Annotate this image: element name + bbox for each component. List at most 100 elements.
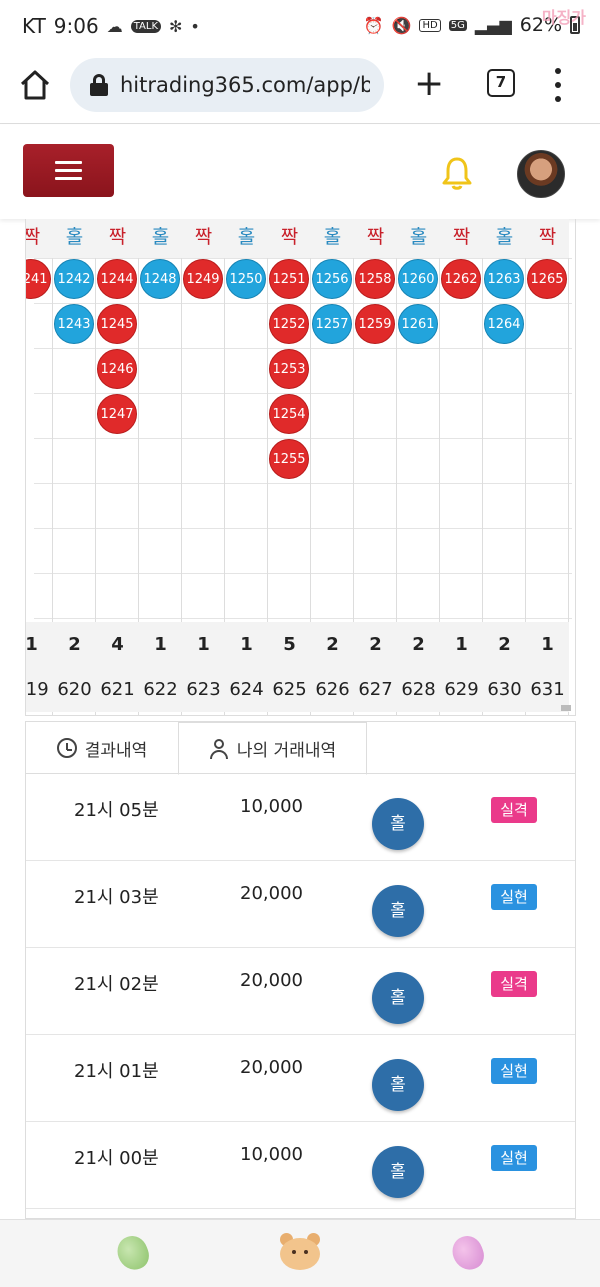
round-number: 621 — [96, 667, 139, 712]
grid-line — [34, 573, 572, 574]
tab-my-trades[interactable]: 나의 거래내역 — [178, 722, 367, 775]
trade-pick-badge: 홀 — [372, 1059, 424, 1111]
board-grid: 짝12411619홀124212432620짝12441245124612474… — [26, 219, 572, 715]
new-tab-button[interactable]: + — [414, 63, 445, 104]
result-ball: 1256 — [312, 259, 352, 299]
board-column: 짝 1251 1252 1253 1254 1255 5 625 — [268, 219, 311, 715]
mute-icon: 🔇 — [391, 15, 412, 35]
trade-amount: 20,000 — [240, 883, 303, 904]
trade-time: 21시 03분 — [74, 887, 159, 908]
round-number: 630 — [483, 667, 526, 712]
history-tabs: 결과내역 나의 거래내역 — [25, 721, 576, 775]
streak-count: 1 — [182, 622, 225, 667]
trade-history-list: 21시 05분 10,000 홀 실격 21시 03분 20,000 홀 실현 21시 02분 2… — [25, 773, 576, 1219]
streak-count: 2 — [354, 622, 397, 667]
streak-count: 5 — [268, 622, 311, 667]
url-text: hitrading365.com/app/b — [120, 73, 370, 97]
grid-line — [34, 393, 572, 394]
result-ball: 1258 — [355, 259, 395, 299]
trade-time: 21시 01분 — [74, 1061, 159, 1082]
list-item: 21시 05분 10,000 홀 실격 — [26, 774, 575, 861]
column-header: 홀 — [483, 219, 526, 258]
result-ball: 1259 — [355, 304, 395, 344]
board-column: 홀 1248 1 622 — [139, 219, 182, 715]
bottom-nav — [0, 1219, 600, 1287]
network-nodes-icon: ✻ — [169, 16, 183, 36]
carrier-label: KT — [22, 14, 46, 38]
board-column: 짝 1262 1 629 — [440, 219, 483, 715]
status-badge: 실격 — [491, 797, 537, 823]
result-ball: 1242 — [54, 259, 94, 299]
history-icon — [56, 738, 77, 758]
bear-icon[interactable] — [278, 1230, 322, 1270]
round-number: 623 — [182, 667, 225, 712]
streak-count: 1 — [225, 622, 268, 667]
result-ball: 1253 — [269, 349, 309, 389]
result-ball: 1265 — [527, 259, 567, 299]
grid-line — [34, 258, 572, 259]
streak-count: 1 — [440, 622, 483, 667]
watermark: 마징가 — [541, 8, 586, 27]
round-number: 631 — [526, 667, 569, 712]
board-column: 홀 1263 1264 2 630 — [483, 219, 526, 715]
green-bean-icon[interactable] — [113, 1231, 153, 1275]
status-badge: 실현 — [491, 1145, 537, 1171]
result-ball: 1243 — [54, 304, 94, 344]
board-column: 짝 1258 1259 2 627 — [354, 219, 397, 715]
round-number: 625 — [268, 667, 311, 712]
result-ball: 1244 — [97, 259, 137, 299]
tab-my-trades-label: 나의 거래내역 — [236, 741, 337, 761]
result-ball: 1257 — [312, 304, 352, 344]
tab-results[interactable]: 결과내역 — [26, 722, 178, 774]
streak-count: 1 — [526, 622, 569, 667]
trade-amount: 20,000 — [240, 1057, 303, 1078]
avatar[interactable] — [517, 150, 565, 198]
home-icon[interactable] — [18, 68, 52, 102]
hamburger-menu-button[interactable] — [23, 144, 114, 197]
list-item: 21시 02분 20,000 홀 실격 — [26, 948, 575, 1035]
result-ball: 1252 — [269, 304, 309, 344]
streak-count: 2 — [53, 622, 96, 667]
status-right: ⏰ 🔇 HD 5G ▂▄▆ 62% — [364, 14, 580, 36]
tab-switcher-button[interactable]: 7 — [487, 69, 515, 97]
column-header: 짝 — [440, 219, 483, 258]
app-header — [0, 125, 600, 219]
board-column: 홀 1250 1 624 — [225, 219, 268, 715]
board-scrollbar[interactable] — [561, 705, 571, 711]
trade-pick-badge: 홀 — [372, 798, 424, 850]
bell-icon[interactable] — [440, 155, 474, 191]
column-header: 홀 — [397, 219, 440, 258]
grid-line — [34, 618, 572, 619]
lock-icon — [90, 74, 108, 96]
board-column: 홀 1242 1243 2 620 — [53, 219, 96, 715]
board-column: 홀 1256 1257 2 626 — [311, 219, 354, 715]
result-ball: 1255 — [269, 439, 309, 479]
grid-line — [34, 483, 572, 484]
result-ball: 1250 — [226, 259, 266, 299]
result-ball: 1251 — [269, 259, 309, 299]
hd-icon: HD — [419, 18, 441, 32]
grid-line — [34, 303, 572, 304]
status-badge: 실현 — [491, 884, 537, 910]
trade-amount: 10,000 — [240, 796, 303, 817]
status-badge: 실격 — [491, 971, 537, 997]
streak-count: 2 — [397, 622, 440, 667]
trade-time: 21시 05분 — [74, 800, 159, 821]
grid-line — [34, 438, 572, 439]
browser-menu-icon[interactable] — [553, 68, 563, 102]
pink-bean-icon[interactable] — [448, 1231, 488, 1275]
result-board: 짝12411619홀124212432620짝12441245124612474… — [25, 219, 576, 716]
battery-percent: 62% — [519, 14, 562, 36]
result-ball: 1261 — [398, 304, 438, 344]
board-column: 짝 1249 1 623 — [182, 219, 225, 715]
address-bar[interactable]: hitrading365.com/app/b — [70, 58, 384, 112]
result-ball: 1254 — [269, 394, 309, 434]
dot-icon: • — [190, 16, 200, 36]
board-column: 홀 1260 1261 2 628 — [397, 219, 440, 715]
column-header: 짝 — [268, 219, 311, 258]
column-header: 홀 — [311, 219, 354, 258]
result-ball: 1245 — [97, 304, 137, 344]
tab-results-label: 결과내역 — [84, 740, 148, 761]
result-ball: 1262 — [441, 259, 481, 299]
status-left: KT 9:06 ☁ TALK ✻ • — [22, 14, 200, 38]
